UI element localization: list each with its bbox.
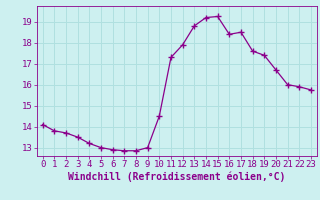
X-axis label: Windchill (Refroidissement éolien,°C): Windchill (Refroidissement éolien,°C)	[68, 172, 285, 182]
